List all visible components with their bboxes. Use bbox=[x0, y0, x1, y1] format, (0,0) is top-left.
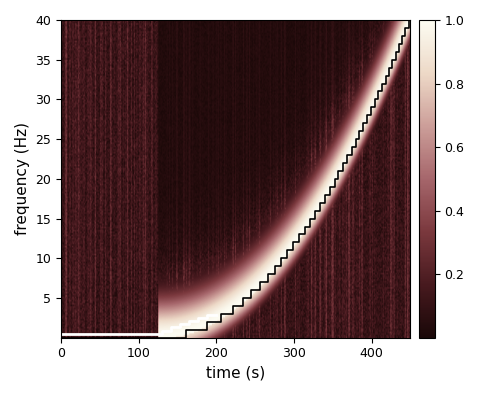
Y-axis label: frequency (Hz): frequency (Hz) bbox=[15, 122, 30, 235]
X-axis label: time (s): time (s) bbox=[206, 366, 265, 381]
